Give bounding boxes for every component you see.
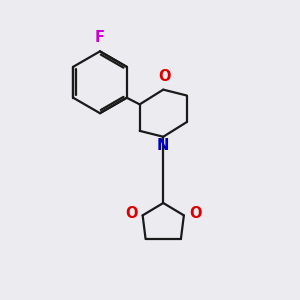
Text: O: O [125,206,137,221]
Text: O: O [189,206,202,221]
Text: F: F [95,31,105,46]
Text: O: O [158,69,171,84]
Text: N: N [157,138,170,153]
